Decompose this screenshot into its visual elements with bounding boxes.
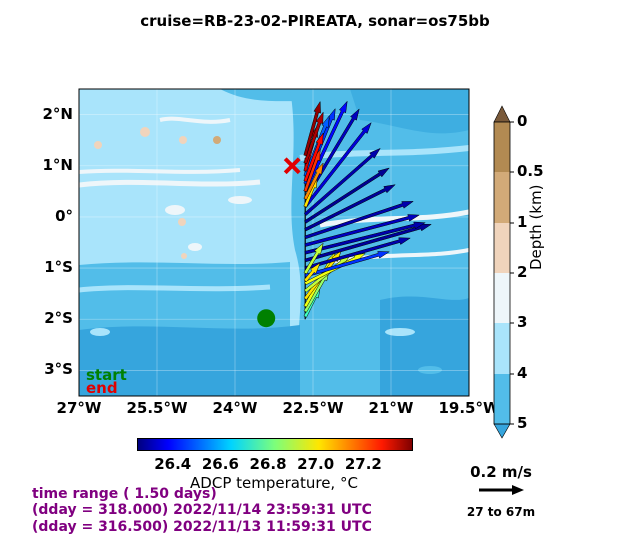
- depth-tick-label: 1: [517, 213, 528, 231]
- lon-tick-label: 22.5°W: [282, 399, 344, 417]
- depth-colorbar-segment: [494, 374, 510, 424]
- end-label: end: [86, 379, 118, 397]
- depth-tick-label: 3: [517, 313, 528, 331]
- velocity-arrow: [303, 111, 324, 165]
- depth-colorbar-label: Depth (km): [527, 184, 545, 270]
- lon-tick-label: 21°W: [368, 399, 414, 417]
- velocity-arrow: [303, 132, 324, 182]
- temp-tick-label: 27.2: [344, 455, 382, 473]
- lon-tick-label: 19.5°W: [438, 399, 500, 417]
- lat-tick-label: 3°S: [44, 360, 73, 379]
- map-frame: [78, 88, 470, 397]
- end-time-text: (dday = 318.000) 2022/11/14 23:59:31 UTC: [32, 502, 372, 518]
- depth-colorbar-top-extension: [493, 105, 511, 123]
- depth-colorbar: [493, 105, 514, 439]
- lon-tick-label: 24°W: [212, 399, 258, 417]
- depth-colorbar-segment: [494, 223, 510, 273]
- velocity-arrow: [304, 237, 411, 270]
- depth-colorbar-segment: [494, 323, 510, 374]
- depth-tick-label: 2: [517, 263, 528, 281]
- velocity-arrow: [304, 167, 390, 224]
- temp-tick-label: 26.6: [201, 455, 239, 473]
- velocity-arrow: [303, 262, 321, 283]
- depth-colorbar-bottom-extension: [493, 423, 511, 439]
- start-label: start: [86, 366, 127, 384]
- depth-tick-label: 0.5: [517, 162, 544, 180]
- velocity-arrow: [304, 221, 426, 255]
- depth-tick-label: 4: [517, 364, 528, 382]
- lon-tick-label: 25.5°W: [126, 399, 188, 417]
- lat-tick-label: 2°N: [42, 104, 74, 123]
- temp-tick-label: 26.8: [249, 455, 287, 473]
- depth-colorbar-segment: [494, 122, 510, 172]
- end-marker: [283, 157, 301, 175]
- lat-tick-label: 1°N: [42, 155, 74, 174]
- depth-tick-label: 0: [517, 112, 528, 130]
- scale-depth-label: 27 to 67m: [466, 505, 536, 519]
- depth-colorbar-segment: [494, 172, 510, 223]
- bathymetry: [79, 89, 469, 396]
- chart-title: cruise=RB-23-02-PIREATA, sonar=os75bb: [140, 12, 490, 30]
- lat-tick-label: 1°S: [44, 258, 73, 277]
- temperature-colorbar: [137, 438, 413, 451]
- track-markers: [257, 157, 301, 328]
- velocity-arrow: [304, 251, 390, 278]
- lon-tick-label: 27°W: [56, 399, 102, 417]
- velocity-arrow: [303, 100, 321, 157]
- velocity-arrow: [303, 162, 324, 201]
- start-time-text: (dday = 316.500) 2022/11/13 11:59:31 UTC: [32, 519, 372, 535]
- depth-tick-label: 5: [517, 414, 528, 432]
- velocity-vectors: [303, 100, 432, 320]
- time-range-text: time range ( 1.50 days): [32, 486, 217, 502]
- scale-arrow: [479, 485, 524, 495]
- lat-tick-label: 2°S: [44, 309, 73, 328]
- temperature-colorbar-label: ADCP temperature, °C: [190, 474, 358, 492]
- start-marker: [257, 309, 276, 328]
- velocity-arrow: [304, 201, 414, 240]
- velocity-arrow: [304, 184, 396, 232]
- temp-tick-label: 27.0: [297, 455, 335, 473]
- lat-tick-label: 0°: [55, 206, 73, 225]
- velocity-arrow: [303, 122, 372, 208]
- velocity-arrow: [303, 242, 324, 275]
- scale-speed-label: 0.2 m/s: [470, 463, 532, 481]
- velocity-arrow: [304, 214, 421, 247]
- temp-tick-label: 26.4: [154, 455, 192, 473]
- depth-colorbar-segment: [494, 273, 510, 323]
- velocity-arrow: [303, 147, 381, 216]
